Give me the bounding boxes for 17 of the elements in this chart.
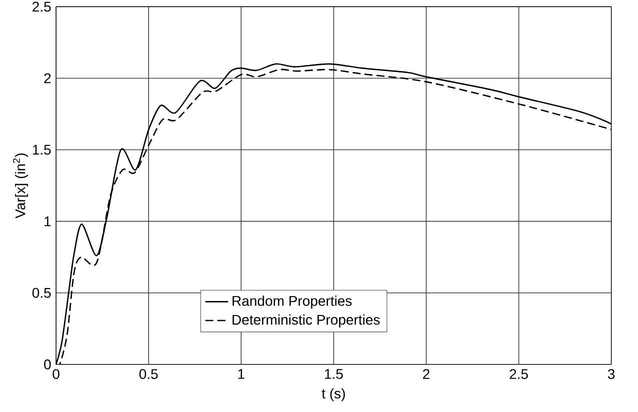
- x-tick-label: 0.5: [139, 368, 158, 379]
- x-tick-label: 2: [423, 368, 430, 379]
- x-tick-label: 2.5: [510, 368, 528, 379]
- x-tick-label: 1.5: [325, 368, 343, 379]
- x-tick-label: 1: [238, 368, 244, 379]
- legend-label: Deterministic Properties: [232, 314, 380, 328]
- y-tick-label: 1: [44, 216, 51, 226]
- x-tick-label: 3: [608, 368, 615, 379]
- y-tick-label: 0: [44, 359, 51, 370]
- y-tick-label: 1.5: [32, 144, 51, 154]
- y-tick-label: 2.5: [32, 2, 51, 12]
- x-tick-label: 0: [52, 368, 60, 379]
- x-axis-title: t (s): [322, 388, 345, 402]
- y-axis-title: Var[x] (in$^{2}$): [12, 153, 28, 218]
- y-tick-label: 2: [44, 73, 51, 83]
- y-tick-label: 0.5: [32, 288, 51, 298]
- legend-label: Random Properties: [232, 295, 352, 308]
